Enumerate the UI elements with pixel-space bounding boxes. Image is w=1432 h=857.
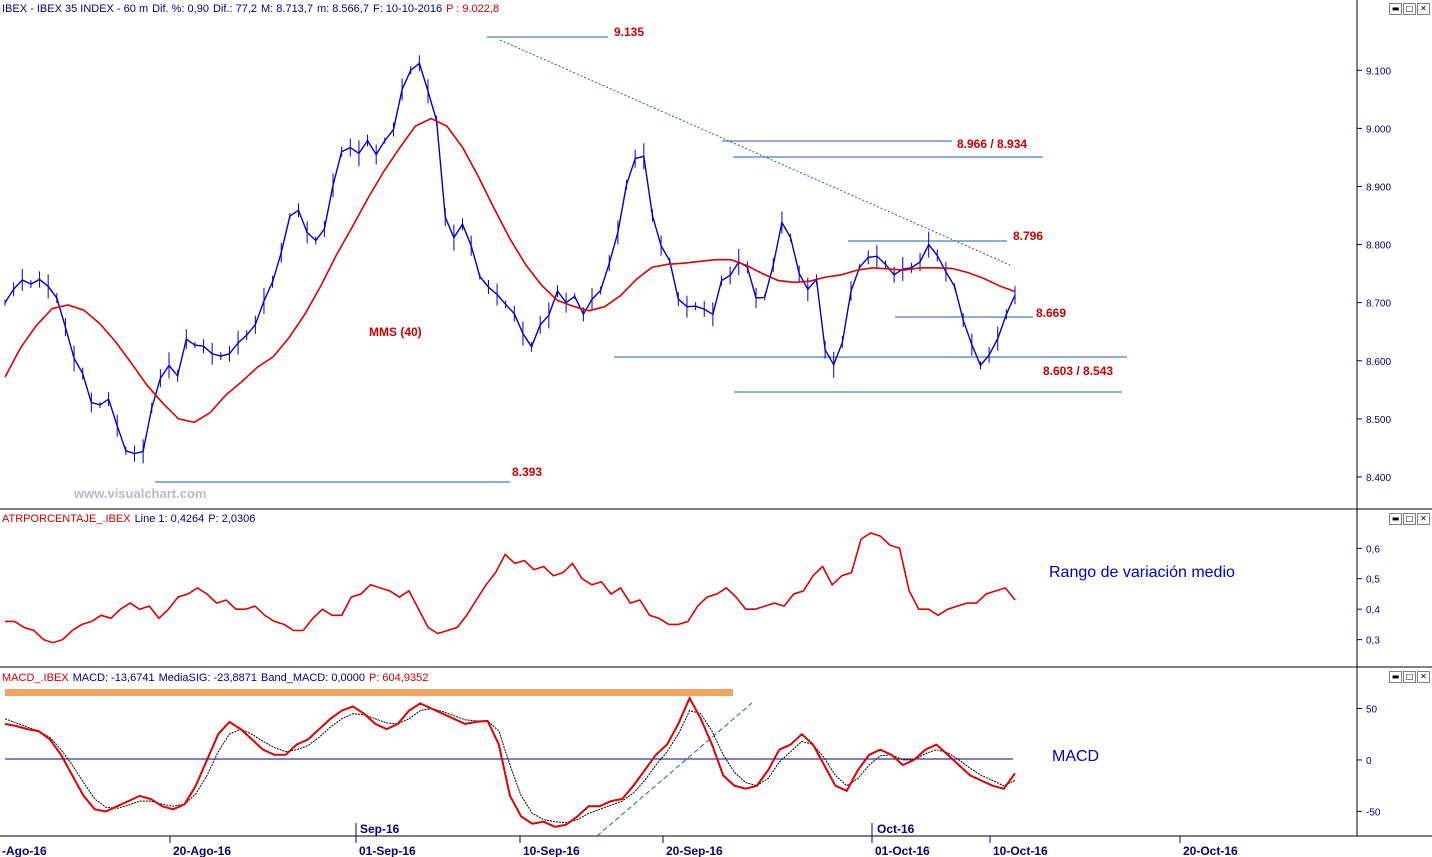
x-label-01oct: 01-Oct-16 <box>875 844 930 857</box>
x-axis: Sep-16 Oct-16 -Ago-16 20-Ago-16 01-Sep-1… <box>2 822 1238 857</box>
price-y-tick-label-5: 8.900 <box>1366 182 1391 193</box>
price-header: IBEX - IBEX 35 INDEX - 60 m Dif. %: 0,90 D… <box>2 3 499 15</box>
atr-series-line <box>5 532 1016 644</box>
price-close-button[interactable]: ✕ <box>1417 3 1430 15</box>
atr-close-button[interactable]: ✕ <box>1417 513 1430 525</box>
x-month-oct: Oct-16 <box>877 822 915 836</box>
watermark: www.visualchart.com <box>73 486 206 501</box>
atr-y-tick-label-2: 0,5 <box>1366 575 1380 586</box>
price-maximize-button[interactable]: □ <box>1403 3 1416 15</box>
macd-y-tick-label-1: 0 <box>1366 756 1372 767</box>
atr-maximize-button[interactable]: □ <box>1403 513 1416 525</box>
atr-label: Rango de variación medio <box>1049 564 1235 581</box>
price-y-tick-label-1: 8.500 <box>1366 415 1391 426</box>
macd-minimize-button[interactable]: ▬ <box>1389 671 1402 683</box>
level-label-8669: 8.669 <box>1036 306 1066 320</box>
price-y-tick-label-4: 8.800 <box>1366 241 1391 252</box>
macd-series-line <box>4 695 1016 828</box>
price-y-tick-label-3: 8.700 <box>1366 299 1391 310</box>
price-minimize-button[interactable]: ▬ <box>1389 3 1402 15</box>
price-y-tick-label-7: 9.100 <box>1366 66 1391 77</box>
price-y-axis: 8.400 8.500 8.600 8.700 8.800 8.900 9.000 9.100 <box>1357 66 1391 484</box>
level-label-8796: 8.796 <box>1013 229 1043 243</box>
x-month-sep: Sep-16 <box>360 822 400 836</box>
price-series-line <box>4 62 1016 455</box>
mms-40-line <box>4 117 1016 424</box>
x-label-20ago: 20-Ago-16 <box>173 844 231 857</box>
x-label-20oct: 20-Oct-16 <box>1183 844 1238 857</box>
macd-maximize-button[interactable]: □ <box>1403 671 1416 683</box>
macd-y-axis: -50 0 50 <box>1357 705 1381 818</box>
macd-header: MACD_.IBEX MACD: -13,6741 MediaSIG: -23,88… <box>2 672 428 684</box>
support-resistance-lines <box>155 36 1127 483</box>
x-label-ago: -Ago-16 <box>2 844 47 857</box>
macd-y-tick-label-0: -50 <box>1366 807 1381 818</box>
level-label-8603: 8.603 / 8.543 <box>1043 364 1113 378</box>
macd-y-tick-label-2: 50 <box>1366 705 1378 716</box>
x-label-10sep: 10-Sep-16 <box>523 844 580 857</box>
atr-header: ATRPORCENTAJE_.IBEX Line 1: 0,4264 P: 2,03… <box>2 513 255 525</box>
price-y-tick-label-0: 8.400 <box>1366 473 1391 484</box>
price-bars <box>4 55 1016 464</box>
x-label-01sep: 01-Sep-16 <box>359 844 416 857</box>
macd-signal-line <box>4 707 1016 824</box>
macd-close-button[interactable]: ✕ <box>1417 671 1430 683</box>
atr-minimize-button[interactable]: ▬ <box>1389 513 1402 525</box>
mms-label: MMS (40) <box>369 325 422 339</box>
macd-label: MACD <box>1052 748 1099 765</box>
x-label-10oct: 10-Oct-16 <box>993 844 1048 857</box>
macd-trend-line <box>596 702 753 837</box>
level-label-9135: 9.135 <box>614 25 644 39</box>
atr-y-axis: 0,3 0,4 0,5 0,6 <box>1357 544 1380 647</box>
atr-y-tick-label-3: 0,6 <box>1366 544 1380 555</box>
price-y-tick-label-2: 8.600 <box>1366 357 1391 368</box>
atr-y-tick-label-0: 0,3 <box>1366 636 1380 647</box>
atr-y-tick-label-1: 0,4 <box>1366 605 1380 616</box>
macd-highlight-bar <box>5 689 733 696</box>
price-y-tick-label-6: 9.000 <box>1366 124 1391 135</box>
level-label-8966: 8.966 / 8.934 <box>957 137 1027 151</box>
x-label-20sep: 20-Sep-16 <box>666 844 723 857</box>
level-label-8393: 8.393 <box>512 465 542 479</box>
downtrend-line <box>499 39 1011 266</box>
